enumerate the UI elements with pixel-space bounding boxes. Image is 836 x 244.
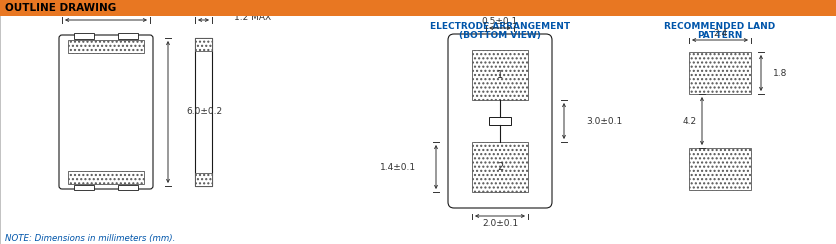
FancyBboxPatch shape [59,35,153,189]
Text: 1.4±0.1: 1.4±0.1 [380,163,416,172]
Text: 1.2 MAX: 1.2 MAX [234,13,271,22]
Bar [68,171,144,184]
Bar [0,0,836,16]
FancyBboxPatch shape [448,34,552,208]
Text: 2.0±0.1: 2.0±0.1 [482,220,518,228]
Text: PATTERN: PATTERN [697,31,742,40]
Bar [68,40,144,53]
Text: 3.0±0.1: 3.0±0.1 [586,116,622,125]
Text: 3.5±0.2: 3.5±0.2 [88,9,124,18]
Text: 0.5±0.1: 0.5±0.1 [482,17,518,26]
Bar [472,50,528,100]
Bar [689,52,751,94]
Bar [472,142,528,192]
Text: 1: 1 [497,70,503,80]
Bar [118,33,138,39]
Text: NOTE: Dimensions in millimeters (mm).: NOTE: Dimensions in millimeters (mm). [5,234,176,243]
Bar [74,33,94,39]
Text: 6.0±0.2: 6.0±0.2 [186,108,222,116]
Text: (BOTTOM VIEW): (BOTTOM VIEW) [459,31,541,40]
Bar [195,38,212,186]
Bar [118,185,138,190]
Text: ELECTRODE ARRANGEMENT: ELECTRODE ARRANGEMENT [430,22,570,31]
Text: 2: 2 [497,162,503,172]
Bar [195,38,212,51]
Text: 1.8: 1.8 [773,69,788,78]
Text: OUTLINE DRAWING: OUTLINE DRAWING [5,3,116,13]
Text: 4.2: 4.2 [683,116,697,125]
Bar [689,148,751,190]
Bar [489,117,511,125]
Text: 2.4: 2.4 [713,29,727,38]
Text: RECOMMENDED LAND: RECOMMENDED LAND [665,22,776,31]
Bar [195,173,212,186]
Bar [74,185,94,190]
